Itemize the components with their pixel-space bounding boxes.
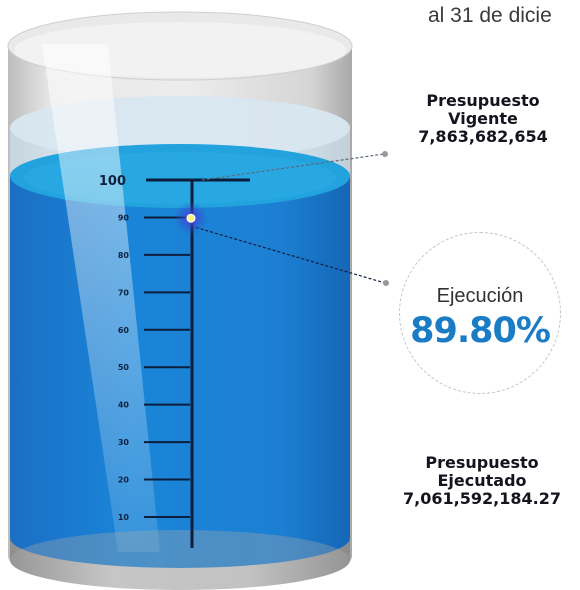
ejecucion-label: Ejecución [436,285,524,307]
presupuesto-vigente: Presupuesto Vigente 7,863,682,654 [392,92,574,146]
scale-tick-label-100: 100 [99,174,126,189]
light-beam [42,44,160,552]
page-title: al 31 de dicie [428,4,552,27]
ejecucion-connector [190,225,386,284]
ejecutado-amount: 7,061,592,184.27 [403,489,561,508]
vigente-amount: 7,863,682,654 [418,127,548,146]
ejecucion-badge: Ejecución 89.80% [399,232,561,394]
ejecutado-title-line2: Ejecutado [437,471,527,490]
gauge-scale: 10 20 30 40 50 60 70 80 90 100 [99,174,250,522]
value-marker [186,213,196,223]
scale-tick-label-10: 10 [118,513,130,522]
ejecutado-title-line1: Presupuesto [425,453,539,472]
scale-tick-label-50: 50 [118,363,130,372]
cylinder-base [10,538,350,590]
ejecucion-connector-dot [383,280,389,286]
vigente-connector-dot [382,151,388,157]
vigente-title-line1: Presupuesto [426,91,540,110]
scale-tick-label-90: 90 [118,213,130,222]
presupuesto-ejecutado: Presupuesto Ejecutado 7,061,592,184.27 [384,454,580,508]
scale-tick-label-40: 40 [118,401,130,410]
vigente-title-line2: Vigente [448,109,518,128]
vigente-connector [201,153,385,181]
scale-tick-label-70: 70 [118,288,130,297]
scale-tick-label-20: 20 [118,476,130,485]
scale-tick-label-30: 30 [118,438,130,447]
ejecucion-value: 89.80% [410,311,551,351]
scale-tick-label-60: 60 [118,326,130,335]
scale-tick-label-80: 80 [118,251,130,260]
